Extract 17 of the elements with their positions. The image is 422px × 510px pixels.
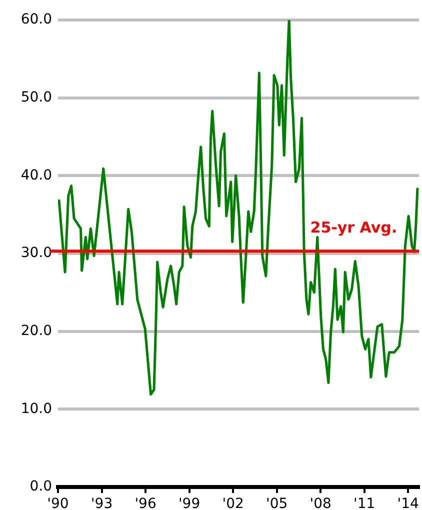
x-tick-label: '90 [47, 496, 69, 510]
y-tick-label: 10.0 [20, 400, 52, 417]
y-tick-label: 30.0 [20, 245, 52, 262]
x-tick-label: '96 [134, 496, 156, 510]
ref-line-label: 25-yr Avg. [310, 218, 398, 237]
x-tick-label: '14 [397, 496, 420, 510]
x-tick-label: '93 [90, 496, 113, 510]
x-tick-label: '99 [178, 496, 200, 510]
y-tick-label: 50.0 [20, 89, 52, 106]
x-tick-label: '05 [266, 496, 288, 510]
x-tick-label: '02 [222, 496, 244, 510]
y-tick-label: 20.0 [20, 322, 52, 339]
y-tick-label: 0.0 [30, 478, 52, 495]
x-tick-label: '11 [354, 496, 376, 510]
y-tick-label: 40.0 [20, 167, 52, 184]
x-tick-label: '08 [310, 496, 332, 510]
y-tick-label: 60.0 [20, 12, 52, 28]
